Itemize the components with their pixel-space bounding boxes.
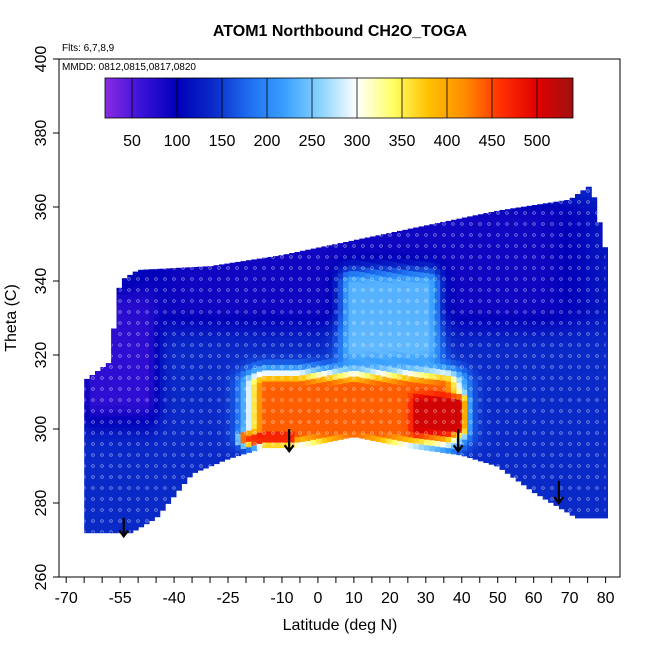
y-tick-label: 400 (33, 46, 50, 73)
colorbar-tick-label: 150 (209, 133, 236, 150)
colorbar-tick-label: 350 (389, 133, 416, 150)
x-axis-title: Latitude (deg N) (283, 617, 398, 634)
y-axis: 260 280 300 320 340 360 380 400 (33, 46, 59, 591)
x-tick-label: -40 (163, 590, 186, 607)
x-tick-label: -55 (109, 590, 132, 607)
x-tick-label: 10 (345, 590, 363, 607)
colorbar-tick-label: 500 (524, 133, 551, 150)
x-tick-label: -70 (55, 590, 78, 607)
chart-title: ATOM1 Northbound CH2O_TOGA (213, 23, 468, 40)
colorbar-tick-label: 300 (344, 133, 371, 150)
plot-area (58, 58, 621, 578)
x-tick-label: 80 (597, 590, 615, 607)
colorbar-tick-label: 100 (164, 133, 191, 150)
y-tick-label: 260 (33, 564, 50, 591)
down-arrow-icon (118, 517, 130, 539)
down-arrow-icon (283, 429, 295, 454)
flights-note: Flts: 6,7,8,9 (62, 43, 115, 54)
x-tick-label: 30 (417, 590, 435, 607)
x-tick-label: -25 (216, 590, 239, 607)
colorbar-tick-label: 400 (434, 133, 461, 150)
dates-note: MMDD: 0812,0815,0817,0820 (62, 62, 196, 73)
x-tick-label: 20 (381, 590, 399, 607)
colorbar-tick-label: 200 (254, 133, 281, 150)
y-tick-label: 380 (33, 120, 50, 147)
colorbar-tick-label: 250 (299, 133, 326, 150)
y-tick-label: 280 (33, 490, 50, 517)
y-tick-label: 340 (33, 268, 50, 295)
arrow-markers (118, 429, 565, 539)
colorbar-tick-label: 50 (123, 133, 141, 150)
x-tick-label: 50 (489, 590, 507, 607)
x-tick-label: -10 (270, 590, 293, 607)
down-arrow-icon (452, 429, 464, 454)
x-tick-label: 60 (525, 590, 543, 607)
x-tick-label: 0 (313, 590, 322, 607)
colorbar: 50 100 150 200 250 300 350 400 450 500 (104, 77, 574, 150)
y-tick-label: 300 (33, 416, 50, 443)
heatmap-cell (596, 222, 603, 225)
y-tick-label: 360 (33, 194, 50, 221)
y-tick-label: 320 (33, 342, 50, 369)
colorbar-tick-label: 450 (479, 133, 506, 150)
colorbar-gradient (104, 77, 574, 119)
x-axis: -70 -55 -40 -25 -10 0 10 20 30 40 50 60 70 80 (55, 577, 615, 607)
y-axis-title: Theta (C) (3, 284, 20, 352)
x-tick-label: 70 (561, 590, 579, 607)
down-arrow-icon (553, 480, 565, 505)
observation-markers (84, 184, 606, 533)
x-tick-label: 40 (453, 590, 471, 607)
